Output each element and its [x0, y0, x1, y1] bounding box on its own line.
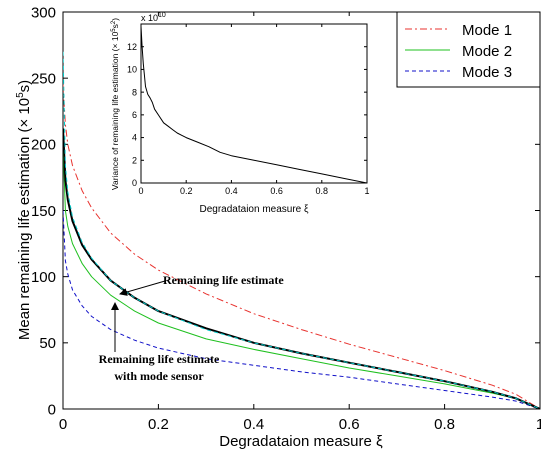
- inset-x-axis-label: Degradataion measure ξ: [200, 204, 310, 215]
- annotation-text-1: Remaining life estimate: [163, 273, 284, 287]
- x-tick-label: 0.6: [339, 416, 360, 433]
- inset-y-tick-label: 12: [127, 42, 137, 52]
- annotation-text-2: Remaining life estimate: [99, 352, 220, 366]
- y-tick-label: 250: [31, 70, 56, 87]
- inset-y-tick-label: 8: [132, 87, 137, 97]
- x-tick-label: 0.4: [243, 416, 264, 433]
- inset-x-tick-label: 0.4: [225, 186, 238, 196]
- legend-label-mode-1: Mode 1: [462, 22, 512, 39]
- inset-x-tick-label: 0: [138, 186, 143, 196]
- annotation-arrow-1: [119, 280, 166, 296]
- inset-y-axis-label: Variance of remaining life estimation (×…: [110, 18, 120, 190]
- inset-plot-area: [140, 23, 368, 184]
- inset-x-tick-label: 1: [364, 186, 369, 196]
- y-axis-label: Mean remaining life estimation (× 105s): [15, 80, 33, 340]
- x-tick-label: 0.8: [434, 416, 455, 433]
- inset-y-tick-label: 0: [132, 178, 137, 188]
- series-line-3: [63, 128, 540, 409]
- series-line-mode-1: [63, 84, 540, 409]
- inset-series-group: [141, 26, 367, 183]
- inset-series-line-0: [141, 26, 367, 183]
- x-axis-label: Degradataion measure ξ: [219, 433, 383, 450]
- annotation-remaining-life-estimate: Remaining life estimate: [119, 273, 284, 296]
- main-series-group: [63, 51, 540, 409]
- y-tick-label: 300: [31, 4, 56, 21]
- inset-x-tick-label: 0.8: [316, 186, 329, 196]
- legend-label-mode-2: Mode 2: [462, 43, 512, 60]
- annotation-mode-sensor: Remaining life estimate with mode sensor: [99, 302, 220, 383]
- inset-x-tick-label: 0.6: [270, 186, 283, 196]
- y-tick-label: 150: [31, 203, 56, 220]
- y-tick-label: 50: [39, 335, 56, 352]
- inset-y-tick-label: 10: [127, 65, 137, 75]
- x-tick-label: 1: [536, 416, 541, 433]
- y-tick-label: 200: [31, 137, 56, 154]
- inset-y-tick-label: 6: [132, 110, 137, 120]
- series-line-mode-2: [63, 144, 540, 409]
- y-tick-label: 0: [48, 401, 56, 418]
- y-tick-label: 100: [31, 269, 56, 286]
- x-tick-label: 0: [59, 416, 67, 433]
- legend: Mode 1 Mode 2 Mode 3: [396, 11, 541, 88]
- x-tick-label: 0.2: [148, 416, 169, 433]
- series-line-4: [63, 51, 540, 409]
- inset-multiplier: x 1010: [141, 12, 166, 23]
- series-line-mode-3: [63, 210, 540, 409]
- annotation-text-2b: with mode sensor: [114, 369, 204, 383]
- inset-y-tick-label: 2: [132, 155, 137, 165]
- inset-x-tick-label: 0.2: [180, 186, 193, 196]
- legend-label-mode-3: Mode 3: [462, 64, 512, 81]
- inset-y-tick-label: 4: [132, 133, 137, 143]
